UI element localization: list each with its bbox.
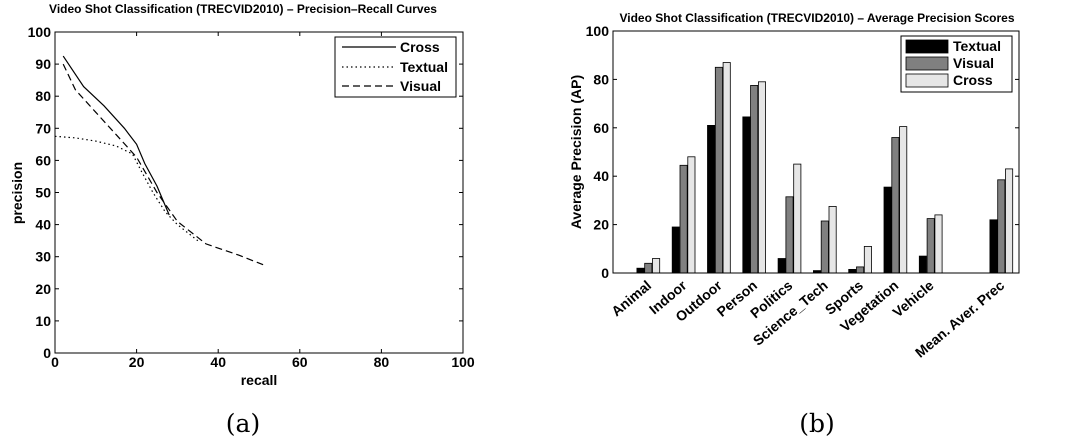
pr-xtick-label: 0: [51, 354, 59, 370]
pr-ytick-label: 30: [35, 249, 51, 265]
ap-bar-textual: [777, 258, 786, 274]
caption-b: (b): [799, 409, 835, 438]
pr-line-cross: [62, 55, 170, 216]
precision-recall-panel: Video Shot Classification (TRECVID2010) …: [9, 2, 475, 438]
ap-category-labels: AnimalIndoorOutdoorPersonPoliticsScience…: [608, 277, 1007, 361]
ap-legend-swatch-visual: [905, 56, 949, 71]
ap-bar-visual: [856, 266, 865, 274]
ap-bar-cross: [899, 126, 908, 274]
pr-legend-label-cross: Cross: [400, 39, 440, 55]
ap-title: Video Shot Classification (TRECVID2010) …: [619, 11, 1014, 25]
ap-bar-visual: [820, 220, 829, 274]
ap-bar-textual: [989, 219, 998, 274]
pr-ytick-label: 70: [35, 120, 51, 136]
pr-line-visual: [62, 63, 264, 266]
ap-bar-textual: [707, 125, 716, 274]
ap-bar-cross: [722, 62, 731, 274]
pr-ytick-label: 90: [35, 56, 51, 72]
ap-bar-textual: [848, 268, 857, 274]
pr-line-textual: [54, 135, 199, 242]
ap-ticks: 0 20 40 60 80 100: [586, 23, 1019, 281]
ap-legend: Textual Visual Cross: [900, 35, 1013, 93]
pr-ylabel: precision: [9, 162, 25, 224]
pr-ytick-label: 60: [35, 152, 51, 168]
ap-plot-frame: [612, 30, 1020, 274]
ap-bar-visual: [644, 262, 653, 274]
pr-legend-label-textual: Textual: [400, 59, 448, 75]
ap-legend-swatch-textual: [905, 39, 949, 54]
pr-ytick-label: 100: [28, 24, 52, 40]
ap-bar-cross: [758, 81, 767, 274]
pr-legend: Cross Textual Visual: [334, 36, 457, 98]
ap-bar-textual: [636, 267, 645, 274]
ap-ytick-label: 40: [593, 168, 609, 184]
ap-ytick-label: 100: [586, 23, 610, 39]
pr-xtick-label: 40: [210, 354, 226, 370]
ap-bar-visual: [679, 164, 688, 274]
ap-ylabel: Average Precision (AP): [568, 75, 584, 229]
ap-bar-cross: [652, 258, 661, 274]
pr-ytick-label: 0: [43, 345, 51, 361]
ap-legend-label-cross: Cross: [953, 72, 993, 88]
pr-ytick-label: 40: [35, 217, 51, 233]
pr-lines: [54, 55, 264, 266]
pr-legend-label-visual: Visual: [400, 78, 441, 94]
caption-a: (a): [226, 409, 260, 438]
pr-title: Video Shot Classification (TRECVID2010) …: [49, 2, 437, 16]
ap-legend-label-visual: Visual: [953, 55, 994, 71]
pr-plot-frame: [54, 31, 464, 354]
pr-xtick-label: 20: [129, 354, 145, 370]
ap-bar-cross: [793, 163, 802, 274]
ap-bar-textual: [883, 186, 892, 274]
ap-category-label: Animal: [608, 277, 654, 319]
pr-ytick-label: 80: [35, 88, 51, 104]
ap-ytick-label: 80: [593, 71, 609, 87]
ap-bar-cross: [828, 205, 837, 274]
pr-ytick-label: 20: [35, 281, 51, 297]
ap-ytick-label: 0: [601, 265, 609, 281]
pr-ytick-label: 10: [35, 313, 51, 329]
pr-ytick-label: 50: [35, 185, 51, 201]
ap-bar-cross: [687, 156, 696, 274]
ap-ytick-label: 20: [593, 217, 609, 233]
pr-xtick-label: 100: [451, 354, 475, 370]
ap-bar-cross: [934, 214, 943, 274]
pr-xtick-label: 60: [292, 354, 308, 370]
average-precision-panel: Video Shot Classification (TRECVID2010) …: [568, 11, 1020, 438]
ap-category-label: Vehicle: [889, 277, 936, 320]
ap-ytick-label: 60: [593, 120, 609, 136]
pr-xlabel: recall: [241, 372, 278, 388]
ap-bar-visual: [785, 196, 794, 274]
ap-legend-swatch-cross: [905, 73, 949, 88]
ap-bar-textual: [918, 255, 927, 274]
ap-bar-textual: [671, 226, 680, 274]
ap-bar-visual: [714, 66, 723, 274]
ap-legend-label-textual: Textual: [953, 38, 1001, 54]
ap-bar-cross: [863, 245, 872, 274]
ap-bar-visual: [926, 218, 935, 274]
ap-bar-textual: [742, 116, 751, 274]
ap-bar-visual: [997, 179, 1006, 274]
ap-bars: [636, 62, 1014, 274]
ap-bar-cross: [1005, 168, 1014, 274]
pr-xtick-label: 80: [374, 354, 390, 370]
ap-bar-visual: [891, 137, 900, 274]
ap-bar-visual: [750, 85, 759, 274]
pr-ticks: 0 20 40 60 80 100 0 10 20 30 40 50 60 70 80 90 100: [28, 24, 475, 370]
